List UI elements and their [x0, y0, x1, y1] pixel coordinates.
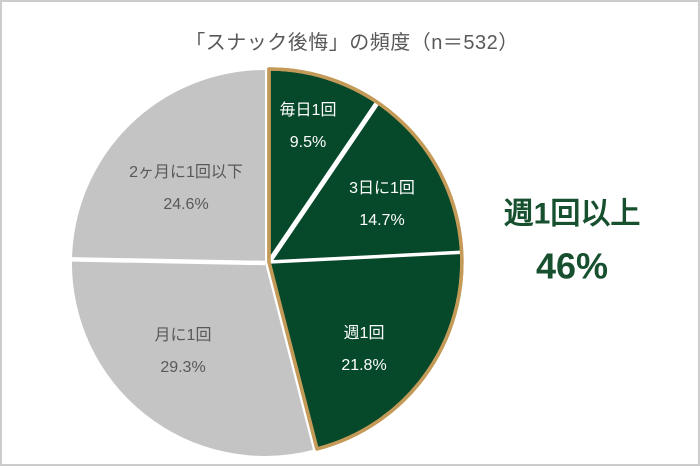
pie-group-weekly-or-more — [266, 67, 464, 451]
pie-label-daily: 毎日1回 9.5% — [280, 95, 337, 159]
slice-value: 14.7% — [359, 212, 405, 229]
pie-label-monthly: 月に1回 29.3% — [155, 320, 212, 384]
slice-name: 2ヶ月に1回以下 — [129, 164, 243, 181]
pie-label-bimonthly-or-less: 2ヶ月に1回以下 24.6% — [129, 157, 243, 221]
slice-value: 9.5% — [289, 134, 327, 151]
slice-name: 毎日1回 — [279, 102, 337, 119]
pie-slice-bimonthly-or-less — [72, 70, 265, 263]
slice-name: 月に1回 — [154, 327, 212, 344]
annotation-label: 週1回以上 — [503, 197, 641, 231]
slice-separator-daily-every3days — [266, 100, 380, 264]
pie-slice-monthly — [71, 259, 313, 456]
slice-value: 21.8% — [341, 357, 387, 374]
annotation-value: 46% — [535, 245, 609, 287]
highlight-annotation: 週1回以上 46% — [504, 193, 641, 296]
slice-value: 24.6% — [163, 196, 209, 213]
slice-value: 29.3% — [160, 359, 206, 376]
pie-label-every-3-days: 3日に1回 14.7% — [349, 173, 415, 237]
slice-separator-gray — [71, 257, 266, 266]
slice-name: 週1回 — [343, 325, 385, 342]
pie-label-weekly: 週1回 21.8% — [341, 318, 386, 382]
pie-group-gold-outline — [267, 67, 464, 451]
slice-name: 3日に1回 — [349, 180, 415, 197]
slice-separator-every3days-weekly — [268, 250, 462, 264]
chart-title: 「スナック後悔」の頻度（n＝532） — [185, 32, 519, 54]
